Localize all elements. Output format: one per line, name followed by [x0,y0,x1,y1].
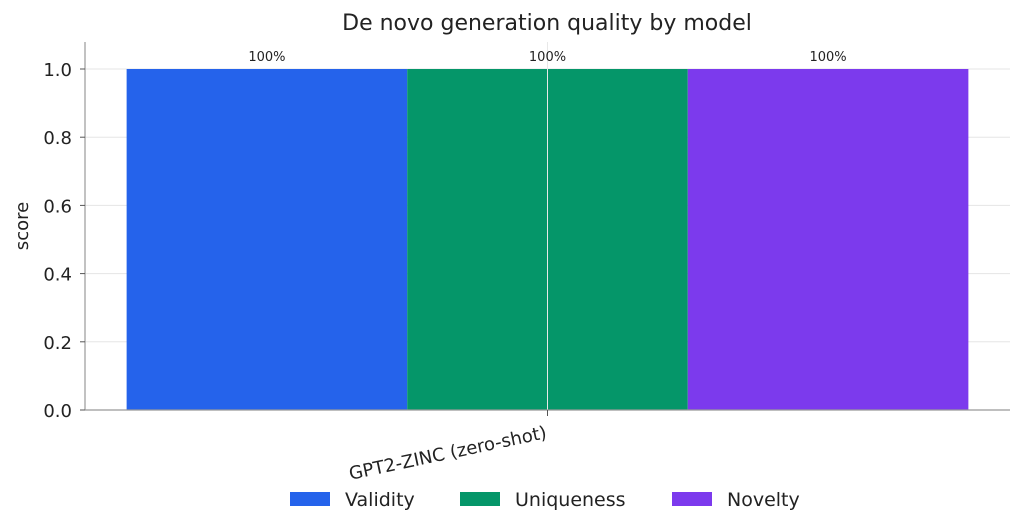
data-label: 100% [529,50,566,65]
x-tick-label: GPT2-ZINC (zero-shot) [347,422,548,484]
legend: Validity Uniqueness Novelty [290,489,800,511]
data-label: 100% [248,50,285,65]
legend-label-uniqueness: Uniqueness [515,489,626,511]
y-tick-label: 0.4 [43,265,72,286]
y-tick-label: 0.8 [43,128,72,149]
y-tick-label: 0.6 [43,196,72,217]
y-ticks: 0.0 0.2 0.4 0.6 0.8 1.0 [43,60,85,422]
legend-swatch-uniqueness [460,492,500,506]
data-label: 100% [809,50,846,65]
data-labels: 100% 100% 100% [248,50,846,65]
y-tick-label: 0.2 [43,333,72,354]
legend-swatch-novelty [672,492,712,506]
legend-swatch-validity [290,492,330,506]
legend-label-novelty: Novelty [727,489,800,511]
x-ticks: GPT2-ZINC (zero-shot) [347,410,549,485]
y-tick-label: 0.0 [43,401,72,422]
bar-validity [126,69,408,410]
chart-title: De novo generation quality by model [342,11,752,36]
y-axis-label: score [12,202,33,250]
y-tick-label: 1.0 [43,60,72,81]
bar-novelty [687,69,969,410]
legend-label-validity: Validity [345,489,415,511]
